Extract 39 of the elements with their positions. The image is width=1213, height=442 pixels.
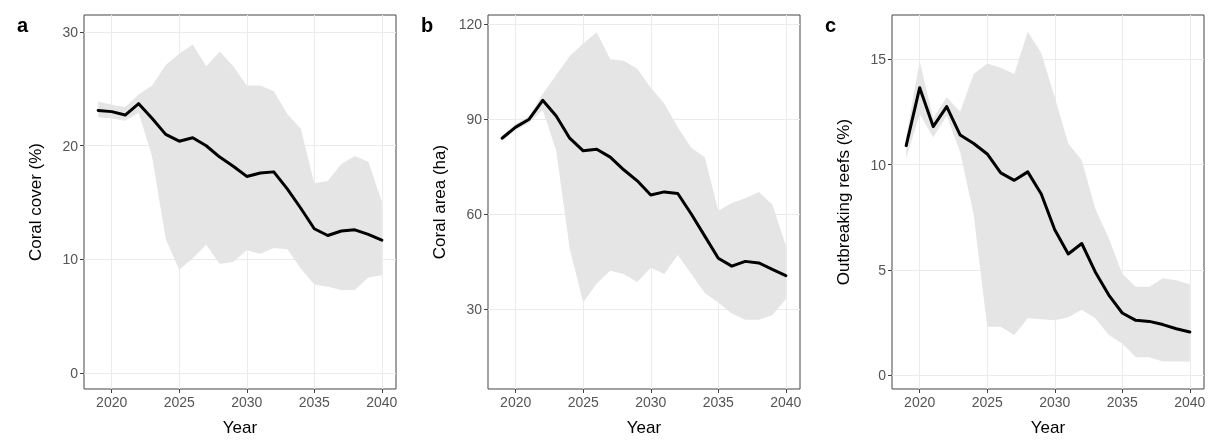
x-axis-title: Year xyxy=(1030,418,1066,437)
x-tick-label: 2025 xyxy=(567,394,599,410)
line-series xyxy=(500,98,788,278)
chart-title: b xyxy=(421,14,434,36)
x-tick-label: 2040 xyxy=(366,394,398,410)
x-axis-title: Year xyxy=(222,418,258,437)
x-tick-label: 2040 xyxy=(770,394,802,410)
x-tick-label: 2030 xyxy=(231,394,263,410)
chart-title: a xyxy=(17,14,29,36)
y-tick-label: 60 xyxy=(466,206,483,222)
y-tick-label: 10 xyxy=(870,156,887,173)
y-tick-label: 10 xyxy=(62,251,79,268)
x-tick-label: 2020 xyxy=(96,394,128,410)
x-tick-label: 2020 xyxy=(904,394,936,410)
y-tick-label: 0 xyxy=(878,367,887,384)
y-tick-label: 0 xyxy=(70,365,79,382)
line-series xyxy=(904,86,1192,334)
y-axis-title: Coral area (ha) xyxy=(429,144,449,260)
x-tick-label: 2035 xyxy=(298,394,331,410)
y-tick-label: 30 xyxy=(62,24,79,41)
x-tick-label: 2025 xyxy=(971,394,1003,410)
y-axis-title: Coral cover (%) xyxy=(26,142,45,262)
x-tick-label: 2030 xyxy=(635,394,667,410)
chart-title: c xyxy=(825,14,837,36)
y-axis-title: Outbreaking reefs (%) xyxy=(834,118,853,286)
x-tick-label: 2040 xyxy=(1174,394,1206,410)
x-tick-label: 2035 xyxy=(702,394,735,410)
x-tick-label: 2025 xyxy=(163,394,195,410)
y-tick-label: 90 xyxy=(466,111,483,128)
x-tick-label: 2030 xyxy=(1039,394,1071,410)
x-tick-label: 2035 xyxy=(1106,394,1139,410)
y-tick-label: 15 xyxy=(870,51,887,68)
y-tick-label: 30 xyxy=(466,300,483,317)
y-tick-label: 20 xyxy=(62,137,79,154)
line-series xyxy=(96,102,384,242)
y-tick-label: 5 xyxy=(878,261,887,278)
y-tick-label: 120 xyxy=(458,16,483,33)
x-tick-label: 2020 xyxy=(500,394,532,410)
x-axis-title: Year xyxy=(626,418,662,437)
